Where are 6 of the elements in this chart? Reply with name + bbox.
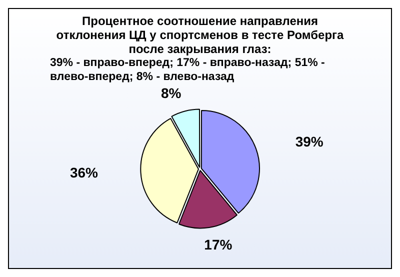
chart-title: Процентное соотношение направления отклонения ЦД у спортсменов в тесте Ромберга после закрывания глаз: [55, 13, 345, 56]
data-label: 8% [160, 84, 182, 101]
data-label: 39% [295, 134, 324, 150]
data-label: 17% [204, 236, 233, 252]
data-label: 36% [70, 164, 99, 181]
chart-subtitle: 39% - вправо-вперед; 17% - вправо-назад; 51% - влево-вперед; 8% - влево-назад [49, 56, 326, 84]
